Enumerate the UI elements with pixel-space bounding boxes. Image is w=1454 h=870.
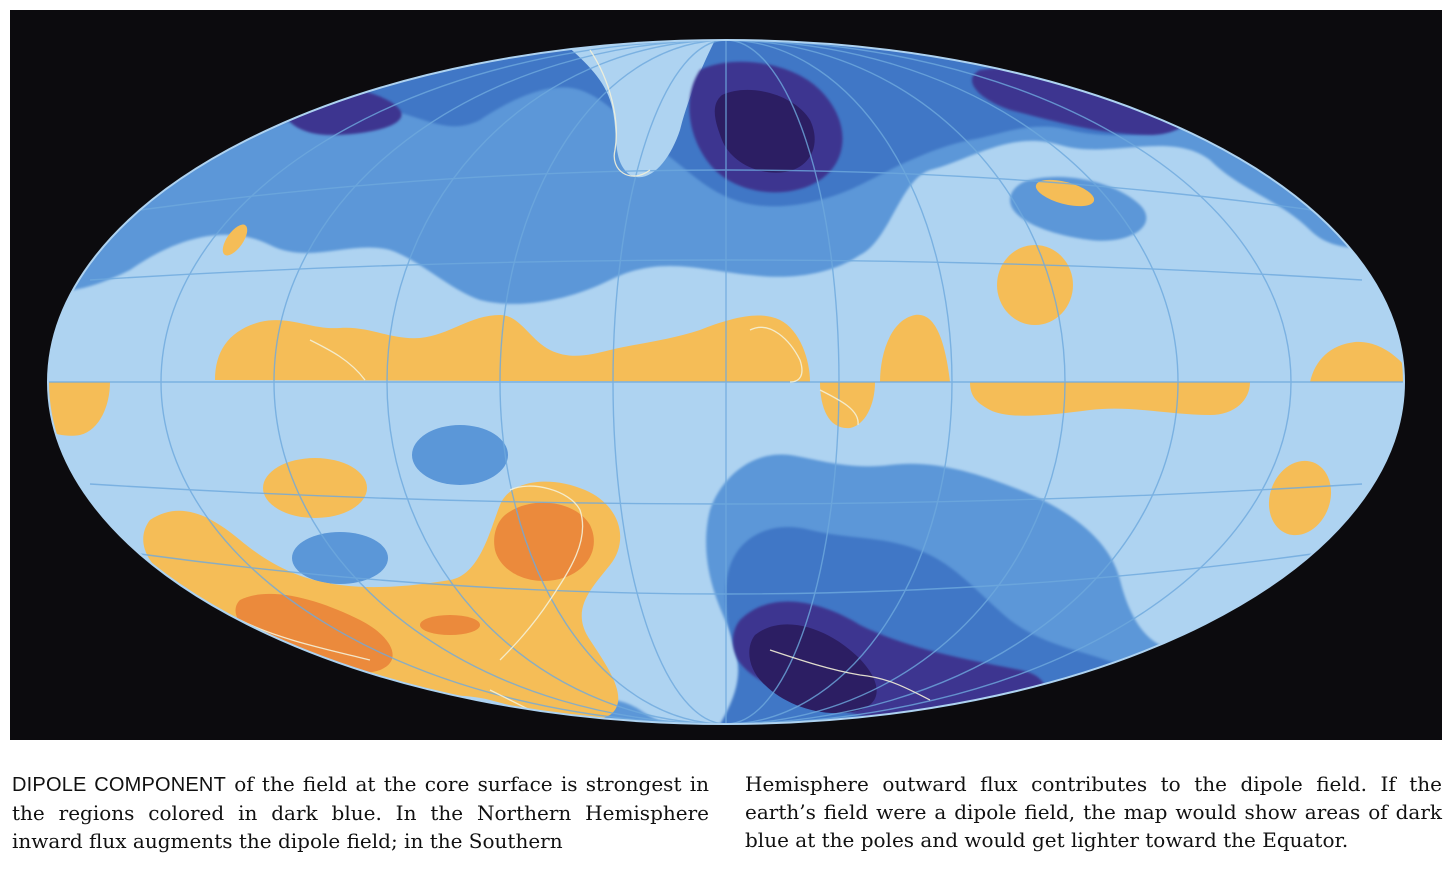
graticule <box>48 40 1404 724</box>
north-yellow-east <box>1310 341 1404 382</box>
caption-column-left: DIPOLE COMPONENT of the field at the cor… <box>12 770 709 855</box>
north-yellow-small-b <box>222 224 248 256</box>
south-orange-core-c <box>420 615 480 635</box>
south-blue-blob-west <box>412 425 508 485</box>
north-yellow-pacific <box>880 314 950 382</box>
globe-outline <box>47 39 1405 725</box>
south-orange-core-b <box>235 593 393 675</box>
north-darkest-core-asia <box>714 89 815 173</box>
north-yellow-america <box>997 245 1073 325</box>
south-yellow-blob-east <box>1268 460 1332 536</box>
north-light-notch <box>540 40 730 178</box>
south-darkest-core <box>749 624 877 714</box>
south-yellow-east <box>970 382 1250 416</box>
figure-caption: DIPOLE COMPONENT of the field at the cor… <box>12 770 1442 855</box>
south-yellow-blob-a <box>263 458 367 518</box>
map-figure-panel <box>10 10 1442 740</box>
north-yellow-small-a <box>1035 179 1095 207</box>
caption-lead: DIPOLE COMPONENT <box>12 774 226 796</box>
south-yellow-equator-strip <box>48 382 110 436</box>
caption-text-left: of the field at the core surface is stro… <box>12 772 709 853</box>
north-yellow-belt <box>215 315 810 382</box>
dipole-field-map <box>10 10 1442 740</box>
south-orange-core-a <box>494 502 594 581</box>
caption-column-right: Hemisphere outward flux contributes to t… <box>745 772 1442 852</box>
south-blue-blob-mid <box>292 532 388 584</box>
